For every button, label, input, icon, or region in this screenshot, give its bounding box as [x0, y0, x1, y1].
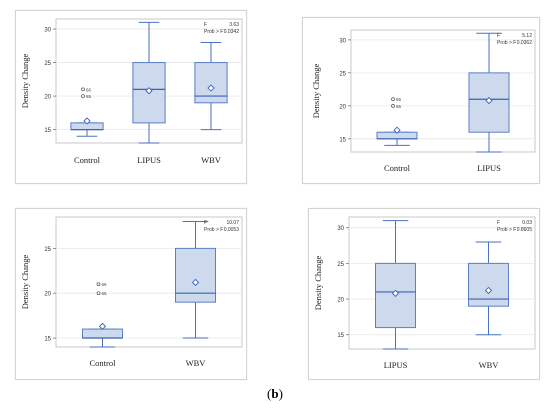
f-value: 5.12 — [522, 33, 532, 39]
y-tick-label: 25 — [44, 247, 51, 253]
x-category-label: LIPUS — [384, 360, 408, 370]
x-category-label: Control — [384, 163, 411, 173]
mean-marker — [191, 278, 200, 287]
y-axis-label: Density Change — [311, 64, 321, 119]
y-tick-label: 15 — [337, 333, 344, 339]
y-tick-label: 15 — [44, 337, 51, 343]
mean-marker — [83, 117, 91, 125]
p-label: Prob > F — [497, 227, 516, 233]
y-tick-label: 30 — [337, 226, 344, 232]
x-category-label: LIPUS — [137, 155, 161, 165]
boxplot-control-lipus-wbv: 15 20 25 30 Density Change 66 65 Control LIPUS WB… — [20, 18, 243, 165]
outlier-point — [96, 282, 101, 287]
y-tick-label: 25 — [339, 71, 346, 77]
figure-caption: (b) — [0, 386, 550, 402]
outlier-label: 65 — [396, 104, 402, 109]
x-category-label: WBV — [201, 155, 222, 165]
chart-panel-2: 15 20 25 30 Density Change 66 65 Control LIPUS F 5… — [302, 17, 540, 184]
chart-panel-4: 15 20 25 30 Density Change LIPUS WBV F 0.03 Prob … — [308, 208, 540, 380]
p-value: 0.0053 — [224, 227, 240, 233]
p-label: Prob > F — [497, 40, 516, 46]
outlier-point — [96, 291, 101, 296]
y-tick-label: 20 — [44, 292, 51, 298]
x-category-label: WBV — [479, 360, 500, 370]
y-tick-label: 25 — [337, 262, 344, 268]
y-axis-label: Density Change — [20, 255, 30, 310]
mean-marker — [484, 286, 493, 295]
caption-open: ( — [267, 386, 272, 401]
outlier-label: 65 — [86, 94, 92, 99]
y-tick-label: 20 — [339, 104, 346, 110]
y-tick-label: 15 — [44, 128, 51, 134]
f-label: F — [204, 220, 207, 226]
y-tick-label: 25 — [44, 61, 51, 67]
f-value: 0.03 — [522, 220, 532, 226]
p-label: Prob > F — [204, 29, 223, 35]
outlier-label: 66 — [86, 87, 92, 92]
boxplot-lipus-wbv: 15 20 25 30 Density Change LIPUS WBV F 0.03 Prob … — [313, 216, 536, 370]
boxplot-control-lipus: 15 20 25 30 Density Change 66 65 Control LIPUS F 5… — [311, 29, 536, 173]
mean-marker — [393, 126, 401, 134]
mean-marker — [391, 289, 400, 297]
x-category-label: Control — [74, 155, 101, 165]
y-tick-label: 20 — [337, 298, 344, 304]
y-tick-label: 20 — [44, 95, 51, 101]
x-category-label: WBV — [186, 358, 207, 368]
y-tick-label: 30 — [44, 28, 51, 34]
p-value: 0.0342 — [224, 29, 240, 35]
outlier-point — [391, 97, 395, 102]
outlier-label: 66 — [102, 282, 108, 287]
outlier-label: 65 — [102, 291, 108, 296]
chart-panel-1: 15 20 25 30 Density Change 66 65 Control LIPUS WB… — [15, 10, 247, 184]
y-tick-label: 15 — [339, 137, 346, 143]
x-category-label: LIPUS — [477, 163, 501, 173]
outlier-point — [81, 87, 85, 92]
y-axis-label: Density Change — [313, 256, 323, 311]
boxplot-control-wbv: 15 20 25 Density Change 66 65 Control WBV F 10.07… — [20, 216, 243, 368]
box-control — [82, 328, 123, 339]
f-value: 10.07 — [226, 220, 239, 226]
outlier-point — [81, 94, 85, 98]
box-wbv — [194, 62, 228, 104]
y-tick-label: 30 — [339, 38, 346, 44]
caption-label: b — [271, 386, 279, 401]
f-label: F — [497, 33, 500, 39]
x-category-label: Control — [90, 358, 117, 368]
p-value: 0.8605 — [517, 227, 533, 233]
outlier-label: 66 — [396, 97, 402, 102]
f-label: F — [497, 220, 500, 226]
p-label: Prob > F — [204, 227, 223, 233]
y-axis-label: Density Change — [20, 54, 30, 109]
f-value: 3.63 — [229, 22, 239, 28]
outlier-point — [391, 103, 395, 108]
mean-marker — [207, 84, 215, 92]
f-label: F — [204, 22, 207, 28]
box-wbv — [468, 262, 509, 307]
box-wbv — [175, 247, 216, 303]
caption-close: ) — [278, 386, 283, 401]
chart-panel-3: 15 20 25 Density Change 66 65 Control WBV F 10.07… — [15, 208, 247, 380]
mean-marker — [98, 322, 107, 331]
p-value: 0.0362 — [517, 40, 533, 46]
mean-marker — [145, 87, 153, 95]
mean-marker — [485, 96, 493, 105]
